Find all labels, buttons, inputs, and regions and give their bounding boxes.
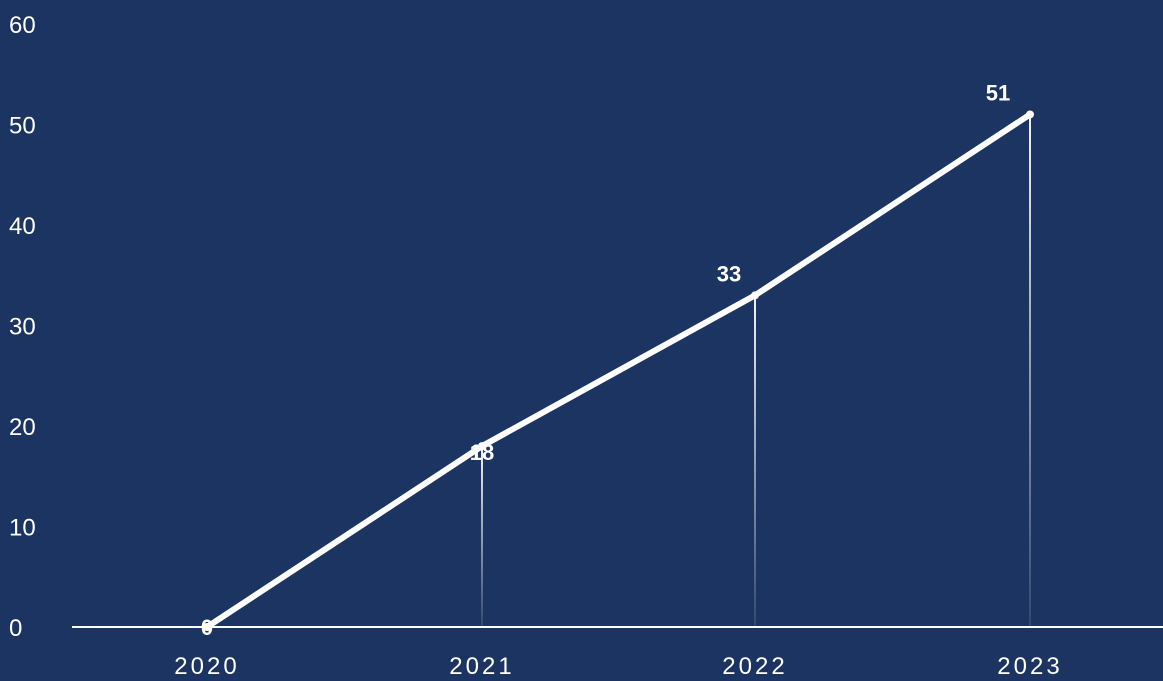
x-tick-label: 2022 bbox=[722, 653, 787, 680]
y-axis-ticks: 0 10 20 30 40 50 60 bbox=[9, 12, 36, 642]
data-label: 33 bbox=[717, 261, 741, 286]
series-line bbox=[204, 111, 1033, 630]
x-tick-label: 2020 bbox=[174, 653, 239, 680]
data-label: 0 bbox=[201, 615, 213, 640]
y-tick-label: 30 bbox=[9, 314, 36, 341]
drop-line bbox=[1029, 114, 1031, 627]
data-point bbox=[203, 623, 211, 631]
data-points bbox=[203, 110, 1034, 631]
drop-line bbox=[754, 295, 756, 627]
y-tick-label: 40 bbox=[9, 213, 36, 240]
x-tick-label: 2023 bbox=[997, 653, 1062, 680]
data-label: 18 bbox=[470, 440, 494, 465]
x-axis-ticks: 2020 2021 2022 2023 bbox=[174, 653, 1062, 680]
data-labels: 0 18 33 51 bbox=[201, 80, 1010, 640]
y-tick-label: 10 bbox=[9, 515, 36, 542]
x-tick-label: 2021 bbox=[449, 653, 514, 680]
drop-lines bbox=[481, 114, 1031, 627]
y-tick-label: 20 bbox=[9, 414, 36, 441]
data-label: 51 bbox=[986, 80, 1010, 105]
drop-line bbox=[481, 446, 483, 627]
y-tick-label: 60 bbox=[9, 12, 36, 39]
data-point bbox=[478, 442, 486, 451]
data-point bbox=[1026, 110, 1034, 119]
y-tick-label: 0 bbox=[9, 615, 22, 642]
data-point bbox=[751, 291, 759, 300]
y-tick-label: 50 bbox=[9, 113, 36, 140]
